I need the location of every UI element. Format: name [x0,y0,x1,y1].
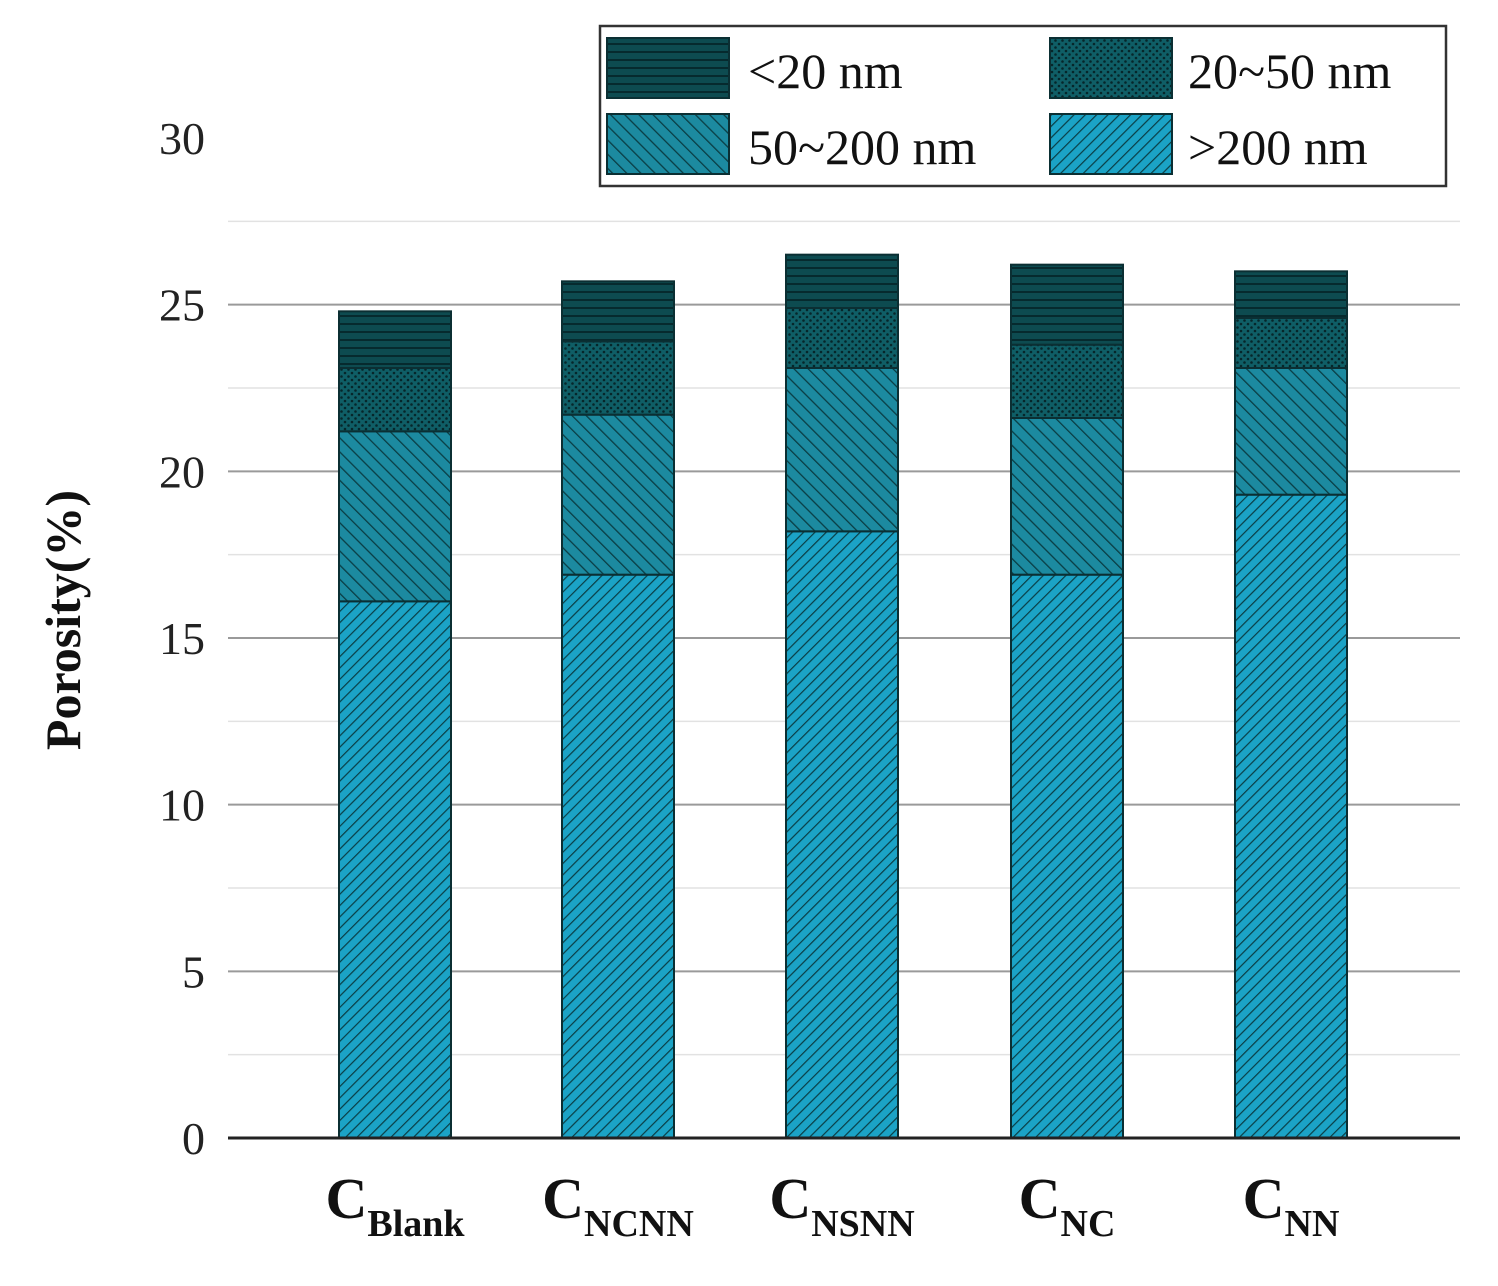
legend-item: <20 nm [606,37,903,99]
y-tick-label: 5 [182,946,205,997]
y-tick-label: 20 [159,446,205,497]
x-tick-label: CBlank [325,1166,465,1245]
y-tick-label: 25 [159,280,205,331]
bar-segment [785,530,899,1139]
bar-hatch [1234,317,1348,369]
bar-segment [338,310,452,370]
legend-swatch-hatch [1049,37,1173,99]
bar-hatch [561,280,675,343]
bars [338,253,1348,1139]
bar-segment [1010,417,1124,576]
legend-swatch-hatch [606,37,730,99]
bar-hatch [561,413,675,576]
x-tick-label-sub: Blank [367,1203,465,1245]
x-tick-label: CNSNN [769,1166,914,1245]
x-tick-label: CNCNN [542,1166,694,1245]
bar-segment [785,367,899,533]
bar-hatch [1010,573,1124,1139]
bar-hatch [561,573,675,1139]
bar-segment [338,430,452,603]
bar-hatch [1234,493,1348,1139]
bar-hatch [561,340,675,416]
legend-box [598,24,1448,188]
bar-hatch [785,367,899,533]
legend-swatch-hatch [1049,113,1173,175]
x-tick-label-main: C [1019,1166,1061,1231]
bar-segment [1234,317,1348,369]
bar-hatch [785,253,899,310]
x-tick-label-main: C [542,1166,584,1231]
x-tick-label-sub: NC [1061,1203,1116,1245]
y-tick-label: 30 [159,113,205,164]
bar-hatch [785,307,899,369]
bar-segment [785,307,899,369]
y-tick-label: 0 [182,1113,205,1164]
y-tick-label: 15 [159,613,205,664]
x-tick-label: CNC [1019,1166,1116,1245]
x-tick-label-main: C [325,1166,367,1231]
bar-hatch [1010,263,1124,346]
legend-label: 20~50 nm [1188,43,1392,99]
legend-label: 50~200 nm [748,119,977,175]
x-tick-label-sub: NSNN [811,1203,914,1245]
bar-segment [561,280,675,343]
bar-hatch [1010,417,1124,576]
bar-hatch [1234,270,1348,320]
y-tick-label: 10 [159,780,205,831]
x-tick-label: CNN [1243,1166,1340,1245]
bar-hatch [338,367,452,433]
legend-swatch-hatch [606,113,730,175]
bar-segment [1234,270,1348,320]
x-tick-label-sub: NN [1285,1203,1340,1245]
bar-hatch [1010,343,1124,419]
bar-segment [1234,493,1348,1139]
legend-item: 50~200 nm [606,113,977,175]
bar-hatch [338,600,452,1139]
bar-segment [785,253,899,310]
x-tick-label-main: C [1243,1166,1285,1231]
bar-hatch [1234,367,1348,496]
y-axis-label: Porosity(%) [35,490,91,750]
bar-hatch [338,430,452,603]
bar-segment [1234,367,1348,496]
x-tick-label-main: C [769,1166,811,1231]
legend: <20 nm 20~50 nm 50~200 nm >200 nm [598,24,1448,188]
bar-segment [561,413,675,576]
bar-segment [338,367,452,433]
legend-item: >200 nm [1049,113,1368,175]
bar-segment [1010,343,1124,419]
bar-segment [1010,573,1124,1139]
bar-segment [561,340,675,416]
bar-segment [1010,263,1124,346]
legend-label: <20 nm [748,43,903,99]
legend-item: 20~50 nm [1049,37,1392,99]
bar-hatch [785,530,899,1139]
x-tick-label-sub: NCNN [584,1203,694,1245]
bar-segment [338,600,452,1139]
legend-label: >200 nm [1188,119,1368,175]
bar-segment [561,573,675,1139]
bar-hatch [338,310,452,370]
